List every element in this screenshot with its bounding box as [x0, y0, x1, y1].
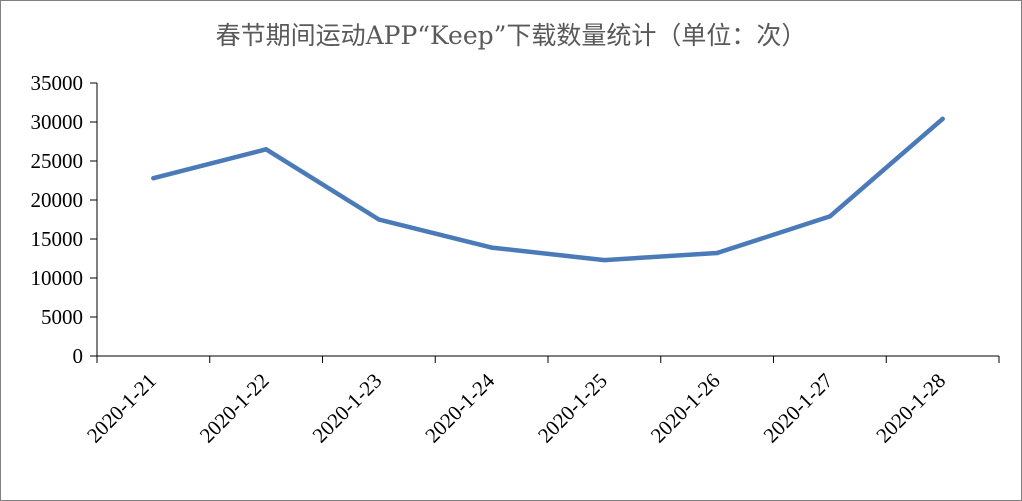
series-line	[151, 116, 945, 263]
y-tick-label: 35000	[31, 71, 84, 95]
x-tick-label: 2020-1-22	[195, 369, 274, 448]
data-point	[827, 214, 833, 219]
data-point	[940, 116, 945, 122]
x-axis: 2020-1-21 2020-1-22 2020-1-23 2020-1-24 2020…	[82, 355, 1000, 448]
data-point	[151, 175, 156, 181]
x-tick-label: 2020-1-26	[646, 369, 725, 448]
x-tick-label: 2020-1-28	[871, 369, 950, 448]
y-axis: 0 5000 10000 15000 20000 25000 30000 35000	[31, 71, 98, 368]
x-tick-label: 2020-1-24	[420, 368, 499, 447]
y-tick-label: 20000	[31, 188, 84, 212]
data-point	[489, 245, 494, 250]
y-tick-label: 0	[73, 344, 84, 368]
data-point	[376, 217, 382, 222]
data-point	[602, 257, 607, 263]
x-tick-label: 2020-1-21	[82, 369, 161, 448]
y-tick-label: 5000	[41, 305, 83, 329]
y-tick-label: 25000	[31, 149, 84, 173]
y-tick-label: 15000	[31, 227, 84, 251]
chart-title: 春节期间运动APP“Keep”下载数量统计（单位：次）	[215, 21, 807, 50]
series-layer	[151, 116, 945, 263]
y-tick-label: 10000	[31, 266, 84, 290]
x-tick-label: 2020-1-25	[533, 369, 612, 448]
x-tick-label: 2020-1-23	[308, 369, 387, 448]
y-tick-label: 30000	[31, 110, 84, 134]
data-point	[714, 250, 720, 256]
data-point	[263, 147, 269, 152]
x-tick-label: 2020-1-27	[759, 369, 838, 448]
